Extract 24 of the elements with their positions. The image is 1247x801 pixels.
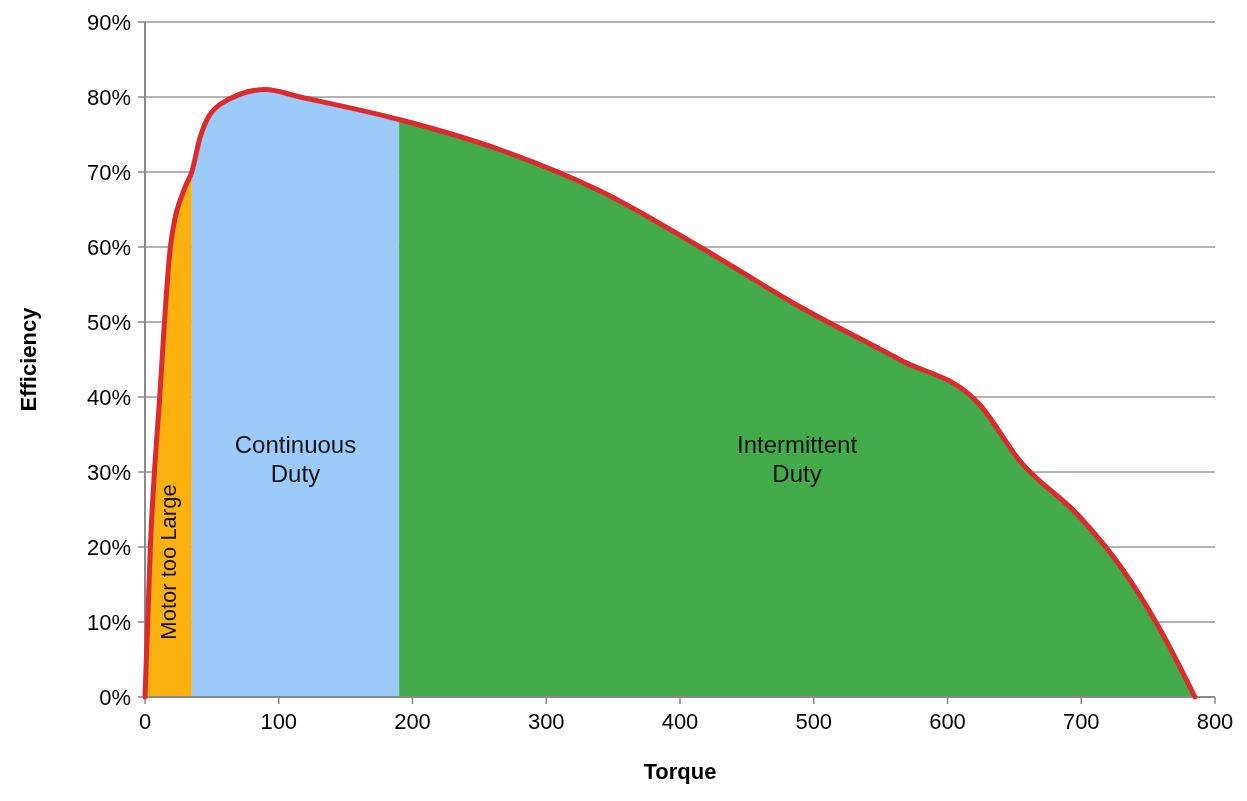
y-tick-label: 0%: [99, 684, 131, 710]
y-tick-label: 60%: [86, 234, 131, 260]
y-tick-label: 40%: [86, 384, 131, 410]
y-axis-title: Efficiency: [16, 306, 41, 412]
x-tick-label: 400: [661, 709, 699, 734]
y-tick-label: 50%: [86, 309, 131, 335]
x-tick-label: 500: [795, 709, 833, 734]
y-tick-label: 70%: [86, 159, 131, 185]
x-tick-label: 100: [260, 709, 298, 734]
y-tick-label: 10%: [86, 609, 131, 635]
series-label: Motor too Large: [156, 484, 182, 640]
x-tick-label: 0: [138, 709, 152, 734]
y-tick-label: 80%: [86, 84, 131, 110]
x-tick-label: 600: [929, 709, 966, 734]
x-tick-label: 700: [1062, 709, 1100, 734]
y-tick-label: 90%: [86, 9, 131, 35]
x-axis-title: Torque: [643, 759, 717, 784]
x-tick-label: 200: [394, 709, 431, 734]
series-label: Intermittent Duty: [737, 431, 858, 487]
y-tick-label: 30%: [86, 459, 131, 485]
y-tick-label: 20%: [86, 534, 131, 560]
series-label: Continuous Duty: [234, 431, 357, 487]
x-tick-label: 300: [527, 709, 565, 734]
x-tick-label: 800: [1196, 709, 1234, 734]
